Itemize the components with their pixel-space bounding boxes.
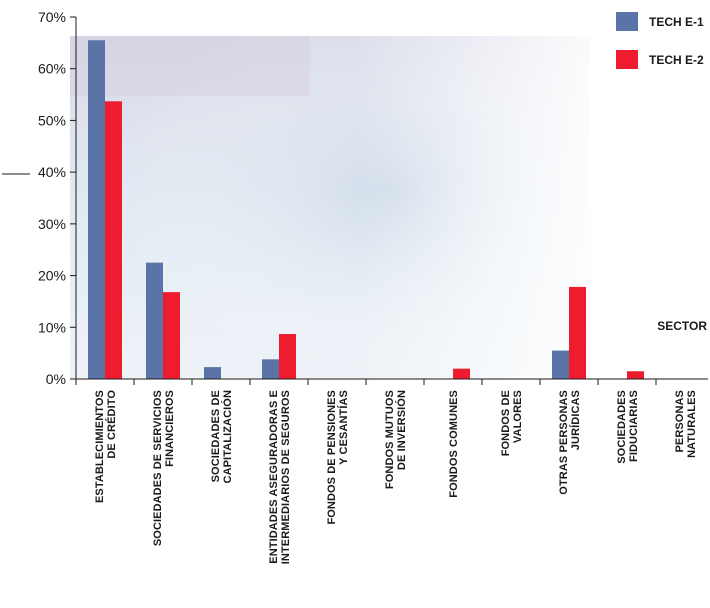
legend-swatch-tech-e1 [616,12,638,31]
category-label: OTRAS PERSONAS JURÍDICAS [558,390,582,495]
category-label: SOCIEDADES DE CAPITALIZACIÓN [210,390,234,483]
y-tick-label: 30% [38,216,66,232]
legend-label-tech-e1: TECH E-1 [649,15,704,29]
y-tick-label: 0% [46,371,66,387]
bar-tech-e2 [569,286,586,379]
category-labels: ESTABLECIMIENTOS DE CRÉDITO SOCIEDADES DE … [94,390,698,565]
y-axis: 0% 10% 20% 30% 40% 50% 60% 70% [38,9,77,387]
bar-tech-e1 [204,367,221,379]
bar-tech-e1 [146,262,163,379]
y-tick-label: 70% [38,9,66,25]
y-tick-label: 60% [38,61,66,77]
category-label-line: JURÍDICAS [569,390,582,450]
category-label: FONDOS DE VALORES [500,390,524,456]
category-label: ENTIDADES ASEGURADORAS E INTERMEDIARIOS D… [268,390,292,564]
legend-label-tech-e2: TECH E-2 [649,53,704,67]
category-label-line: SOCIEDADES DE [210,390,222,482]
category-label-line: FONDOS DE [500,390,512,456]
category-label-line: Y CESANTÍAS [337,390,350,465]
y-tick-label: 20% [38,268,66,284]
category-label-line: SOCIEDADES [616,390,628,464]
y-tick-label: 50% [38,112,66,128]
legend: TECH E-1 TECH E-2 [616,12,704,69]
category-label-line: DE CRÉDITO [105,390,118,459]
category-label-line: SOCIEDADES DE SERVICIOS [152,390,164,546]
bar-tech-e1 [552,350,569,379]
category-label: FONDOS DE PENSIONES Y CESANTÍAS [326,390,350,525]
category-label-line: INTERMEDIARIOS DE SEGUROS [280,390,292,564]
category-label-line: FONDOS COMUNES [448,390,460,498]
category-label: ESTABLECIMIENTOS DE CRÉDITO [94,390,118,503]
bar-tech-e1 [88,40,105,380]
category-label-line: ESTABLECIMIENTOS [94,390,106,503]
x-axis-title: SECTOR [657,319,707,333]
category-label-line: PERSONAS [674,390,686,453]
category-label-line: ENTIDADES ASEGURADORAS E [268,390,280,564]
category-label: SOCIEDADES DE SERVICIOS FINANCIEROS [152,390,176,546]
y-tick-label: 10% [38,319,66,335]
bar-tech-e1 [262,359,279,379]
legend-swatch-tech-e2 [616,50,638,69]
bars [88,40,644,380]
category-label-line: FINANCIEROS [164,390,176,467]
y-tick-label: 40% [38,164,66,180]
category-label: FONDOS COMUNES [448,390,460,498]
category-label-line: FIDUCIARIAS [628,390,640,462]
bar-tech-e2 [163,292,180,379]
bar-tech-e2 [627,371,644,379]
bar-tech-e2 [279,334,296,379]
category-label: SOCIEDADES FIDUCIARIAS [616,390,640,464]
x-axis [75,378,708,385]
bar-tech-e2 [105,101,122,380]
category-label-line: OTRAS PERSONAS [558,390,570,495]
category-label-line: FONDOS MUTUOS [384,390,396,489]
category-label-line: DE INVERSIÓN [395,390,408,470]
category-label: PERSONAS NATURALES [674,390,698,458]
bar-tech-e2 [453,368,470,379]
category-label-line: VALORES [512,390,524,443]
category-label-line: NATURALES [686,390,698,458]
category-label-line: FONDOS DE PENSIONES [326,390,338,525]
category-label: FONDOS MUTUOS DE INVERSIÓN [384,390,408,489]
category-label-line: CAPITALIZACIÓN [221,390,234,483]
